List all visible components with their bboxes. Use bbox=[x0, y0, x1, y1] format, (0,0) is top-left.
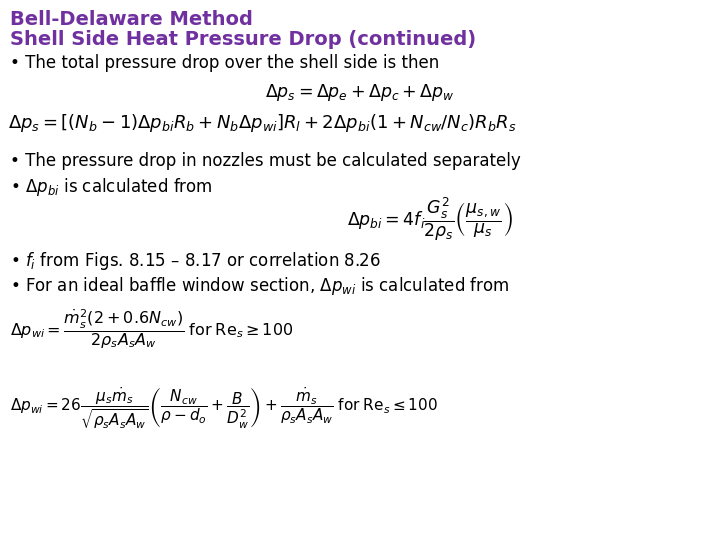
Text: • For an ideal baffle window section, $\Delta p_{wi}$ is calculated from: • For an ideal baffle window section, $\… bbox=[10, 275, 510, 297]
Text: $\Delta p_s = \left[(N_b - 1)\Delta p_{bi}R_b + N_b\Delta p_{wi}\right]R_l + 2\D: $\Delta p_s = \left[(N_b - 1)\Delta p_{b… bbox=[8, 112, 517, 134]
Text: $\Delta p_{wi} = 26\dfrac{\mu_s \dot{m}_s}{\sqrt{\rho_s A_s A_w}}\left(\dfrac{N_: $\Delta p_{wi} = 26\dfrac{\mu_s \dot{m}_… bbox=[10, 385, 438, 431]
Text: Bell-Delaware Method: Bell-Delaware Method bbox=[10, 10, 253, 29]
Text: $\Delta p_{bi} = 4f_i\dfrac{G_s^2}{2\rho_s}\left(\dfrac{\mu_{s,w}}{\mu_s}\right): $\Delta p_{bi} = 4f_i\dfrac{G_s^2}{2\rho… bbox=[347, 195, 513, 242]
Text: $\Delta p_s = \Delta p_e + \Delta p_c + \Delta p_w$: $\Delta p_s = \Delta p_e + \Delta p_c + … bbox=[265, 82, 455, 103]
Text: $\Delta p_{wi} = \dfrac{\dot{m}_s^2(2 + 0.6N_{cw})}{2\rho_s A_s A_w}$$\;\mathrm{: $\Delta p_{wi} = \dfrac{\dot{m}_s^2(2 + … bbox=[10, 308, 293, 351]
Text: • $f_i$ from Figs. 8.15 – 8.17 or correlation 8.26: • $f_i$ from Figs. 8.15 – 8.17 or correl… bbox=[10, 250, 381, 272]
Text: Shell Side Heat Pressure Drop (continued): Shell Side Heat Pressure Drop (continued… bbox=[10, 30, 476, 49]
Text: • The pressure drop in nozzles must be calculated separately: • The pressure drop in nozzles must be c… bbox=[10, 152, 521, 170]
Text: • The total pressure drop over the shell side is then: • The total pressure drop over the shell… bbox=[10, 54, 439, 72]
Text: • $\Delta p_{bi}$ is calculated from: • $\Delta p_{bi}$ is calculated from bbox=[10, 176, 212, 198]
